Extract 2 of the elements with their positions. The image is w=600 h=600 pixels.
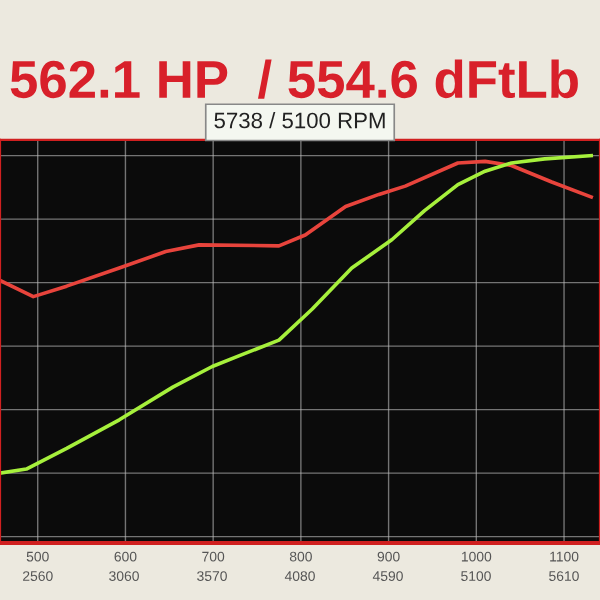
chart-title: 562.1 HP / 554.6 dFtLb bbox=[10, 59, 578, 99]
chart-subtitle: 5738 / 5100 RPM bbox=[214, 112, 385, 129]
